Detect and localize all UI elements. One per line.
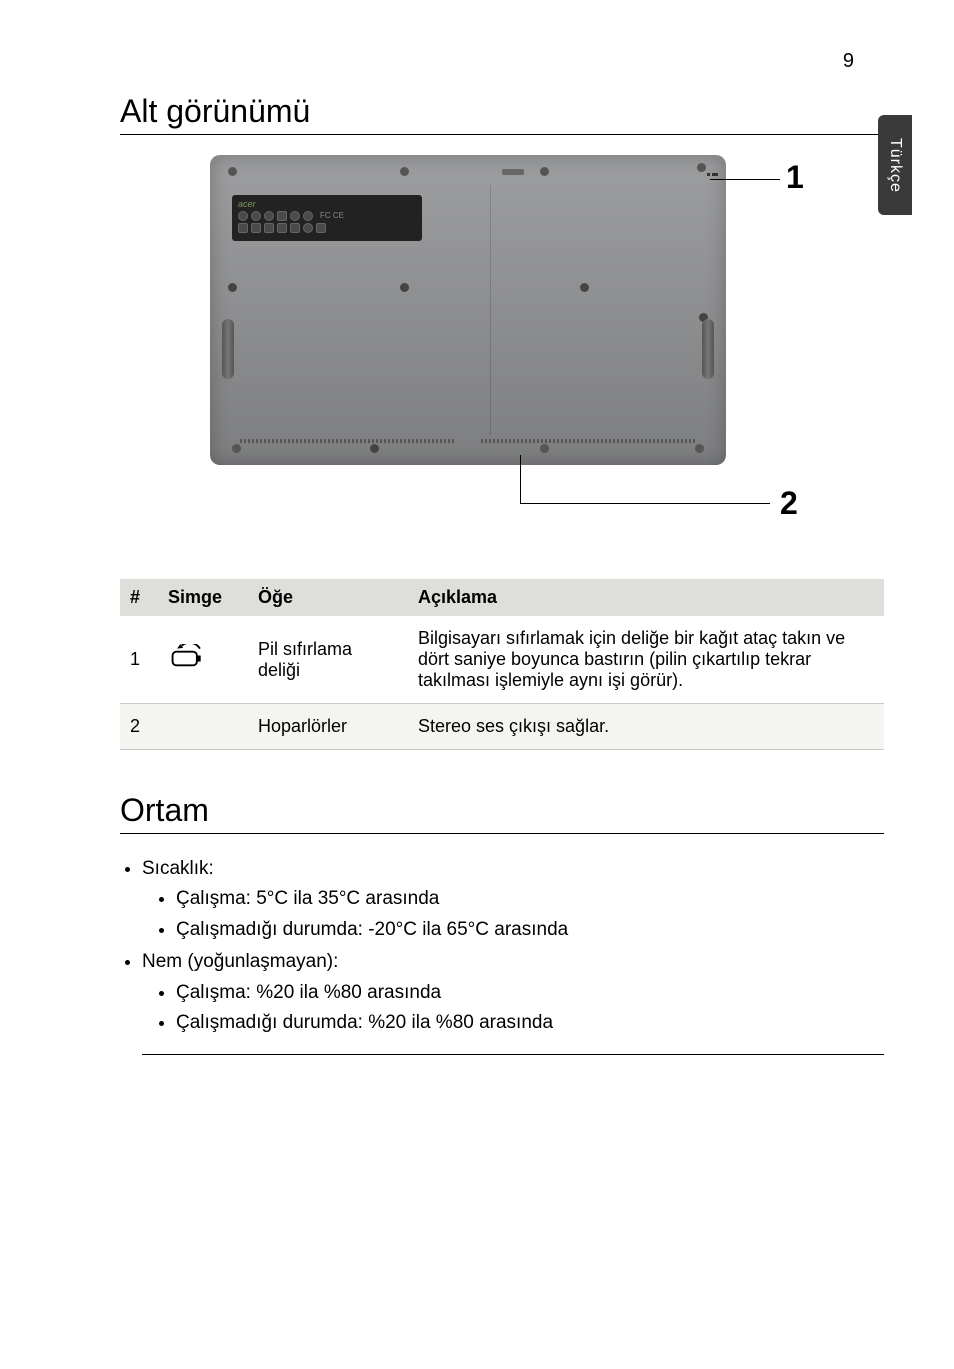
cert-icon — [303, 223, 313, 233]
heading-environment: Ortam — [120, 792, 884, 834]
cell-desc: Stereo ses çıkışı sağlar. — [408, 704, 884, 750]
cert-row — [238, 223, 416, 233]
th-icon: Simge — [158, 579, 248, 616]
language-tab-label: Türkçe — [886, 138, 904, 193]
cert-icon — [264, 211, 274, 221]
screw-icon — [400, 167, 409, 176]
callout-line — [710, 179, 780, 180]
screw-icon — [400, 283, 409, 292]
battery-reset-icon — [168, 644, 206, 670]
cert-icon — [316, 223, 326, 233]
temp-label: Sıcaklık: — [142, 858, 214, 879]
cert-icon — [290, 223, 300, 233]
cell-item: Hoparlörler — [248, 704, 408, 750]
regulatory-label: acer FC CE — [232, 195, 422, 241]
list-item: Çalışmadığı durumda: -20°C ila 65°C aras… — [176, 915, 884, 945]
brand-text: acer — [238, 199, 416, 209]
cert-text: FC CE — [320, 211, 344, 221]
callout-2: 2 — [780, 485, 798, 522]
screw-icon — [697, 163, 706, 172]
screw-icon — [370, 444, 379, 453]
cert-icon — [277, 211, 287, 221]
cell-num: 1 — [120, 616, 158, 704]
cert-icon — [251, 211, 261, 221]
screw-icon — [540, 444, 549, 453]
th-item: Öğe — [248, 579, 408, 616]
callout-1: 1 — [786, 159, 804, 196]
pinhole-icon — [712, 173, 718, 176]
seam-line — [490, 185, 491, 435]
cert-icon — [238, 223, 248, 233]
page: 9 Alt görünümü acer — [0, 0, 954, 1115]
screw-icon — [580, 283, 589, 292]
cert-icon — [290, 211, 300, 221]
table-header-row: # Simge Öğe Açıklama — [120, 579, 884, 616]
screw-icon — [228, 283, 237, 292]
list-item: Çalışmadığı durumda: %20 ila %80 arasınd… — [176, 1008, 884, 1038]
callout-line — [520, 455, 521, 503]
th-num: # — [120, 579, 158, 616]
cell-item: Pil sıfırlama deliği — [248, 616, 408, 704]
humidity-label: Nem (yoğunlaşmayan): — [142, 951, 338, 972]
cell-icon — [158, 616, 248, 704]
screw-icon — [695, 444, 704, 453]
cert-icon — [251, 223, 261, 233]
pinhole-icon — [707, 173, 710, 176]
cell-desc: Bilgisayarı sıfırlamak için deliğe bir k… — [408, 616, 884, 704]
screw-icon — [228, 167, 237, 176]
list-item: Sıcaklık: Çalışma: 5°C ila 35°C arasında… — [142, 854, 884, 945]
rubber-foot — [222, 319, 234, 379]
slot-icon — [502, 169, 524, 175]
environment-list: Sıcaklık: Çalışma: 5°C ila 35°C arasında… — [142, 854, 884, 1055]
cell-num: 2 — [120, 704, 158, 750]
list-item: Çalışma: 5°C ila 35°C arasında — [176, 884, 884, 914]
callout-line — [520, 503, 770, 504]
cell-icon — [158, 704, 248, 750]
screw-icon — [540, 167, 549, 176]
laptop-bottom-chassis: acer FC CE — [210, 155, 726, 465]
heading-bottom-view: Alt görünümü — [120, 93, 884, 135]
table-row: 1 Pil sıfırlama deliği Bilgisayarı sıfır… — [120, 616, 884, 704]
screw-icon — [232, 444, 241, 453]
cert-row: FC CE — [238, 211, 416, 221]
speaker-left — [240, 439, 455, 443]
page-number: 9 — [120, 50, 854, 73]
diagram-bottom-view: acer FC CE — [120, 155, 884, 545]
cert-icon — [303, 211, 313, 221]
table-row: 2 Hoparlörler Stereo ses çıkışı sağlar. — [120, 704, 884, 750]
cert-icon — [238, 211, 248, 221]
th-desc: Açıklama — [408, 579, 884, 616]
rubber-foot — [702, 319, 714, 379]
list-item: Nem (yoğunlaşmayan): Çalışma: %20 ila %8… — [142, 947, 884, 1038]
cert-icon — [264, 223, 274, 233]
speaker-right — [481, 439, 696, 443]
parts-table: # Simge Öğe Açıklama 1 Pil sıfırlama del… — [120, 579, 884, 750]
list-item: Çalışma: %20 ila %80 arasında — [176, 978, 884, 1008]
cert-icon — [277, 223, 287, 233]
